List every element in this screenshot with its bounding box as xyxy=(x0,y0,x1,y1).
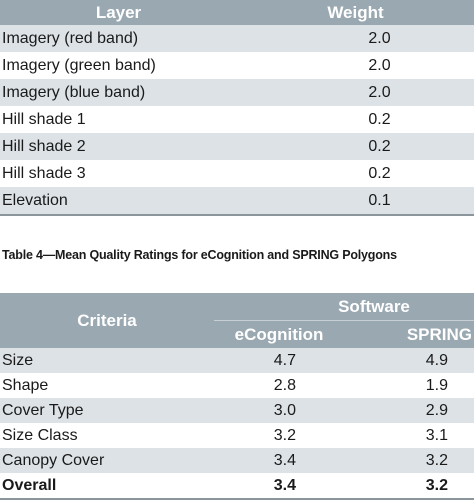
table-row: Imagery (green band) 2.0 xyxy=(0,52,474,79)
quality-ratings-table: Criteria Software eCognition SPRING Size… xyxy=(0,293,474,500)
layer-column-header: Layer xyxy=(0,0,237,25)
ecognition-cell: 4.7 xyxy=(214,348,344,373)
overall-label: Overall xyxy=(0,473,214,500)
spring-cell: 1.9 xyxy=(344,373,474,398)
ecognition-cell: 2.8 xyxy=(214,373,344,398)
criteria-cell: Size xyxy=(0,348,214,373)
table-row: Imagery (red band) 2.0 xyxy=(0,25,474,52)
overall-row: Overall 3.4 3.2 xyxy=(0,473,474,500)
table-row: Size Class 3.2 3.1 xyxy=(0,423,474,448)
overall-ecognition-value: 3.4 xyxy=(214,473,344,500)
table-caption: Table 4—Mean Quality Ratings for eCognit… xyxy=(2,248,397,262)
criteria-cell: Cover Type xyxy=(0,398,214,423)
layer-cell: Hill shade 2 xyxy=(0,133,237,160)
table-row: Hill shade 2 0.2 xyxy=(0,133,474,160)
ecognition-column-header: eCognition xyxy=(214,320,344,348)
weight-cell: 0.2 xyxy=(237,133,474,160)
table-row: Elevation 0.1 xyxy=(0,187,474,216)
weight-cell: 0.2 xyxy=(237,160,474,187)
spring-cell: 3.2 xyxy=(344,448,474,473)
table-row: Imagery (blue band) 2.0 xyxy=(0,79,474,106)
table-row: Shape 2.8 1.9 xyxy=(0,373,474,398)
criteria-column-header: Criteria xyxy=(0,293,214,348)
spring-cell: 3.1 xyxy=(344,423,474,448)
ecognition-cell: 3.0 xyxy=(214,398,344,423)
table-row: Hill shade 1 0.2 xyxy=(0,106,474,133)
table-row: Hill shade 3 0.2 xyxy=(0,160,474,187)
spring-cell: 2.9 xyxy=(344,398,474,423)
weight-cell: 2.0 xyxy=(237,79,474,106)
weight-cell: 2.0 xyxy=(237,52,474,79)
ecognition-cell: 3.2 xyxy=(214,423,344,448)
criteria-cell: Canopy Cover xyxy=(0,448,214,473)
table-header-row: Layer Weight xyxy=(0,0,474,25)
weight-cell: 2.0 xyxy=(237,25,474,52)
table-row: Cover Type 3.0 2.9 xyxy=(0,398,474,423)
software-group-header: Software xyxy=(214,293,474,321)
layer-cell: Elevation xyxy=(0,187,237,216)
layer-cell: Imagery (blue band) xyxy=(0,79,237,106)
table-header-row: Criteria Software xyxy=(0,293,474,348)
spring-cell: 4.9 xyxy=(344,348,474,373)
table-row: Canopy Cover 3.4 3.2 xyxy=(0,448,474,473)
ecognition-cell: 3.4 xyxy=(214,448,344,473)
layer-cell: Imagery (red band) xyxy=(0,25,237,52)
layer-cell: Imagery (green band) xyxy=(0,52,237,79)
criteria-cell: Size Class xyxy=(0,423,214,448)
table-row: Size 4.7 4.9 xyxy=(0,348,474,373)
weight-cell: 0.2 xyxy=(237,106,474,133)
overall-spring-value: 3.2 xyxy=(344,473,474,500)
criteria-cell: Shape xyxy=(0,373,214,398)
spring-column-header: SPRING xyxy=(344,320,474,348)
layer-weight-table: Layer Weight Imagery (red band) 2.0 Imag… xyxy=(0,0,474,216)
layer-cell: Hill shade 3 xyxy=(0,160,237,187)
table-subheader-row: eCognition SPRING xyxy=(0,320,474,348)
weight-column-header: Weight xyxy=(237,0,474,25)
layer-cell: Hill shade 1 xyxy=(0,106,237,133)
weight-cell: 0.1 xyxy=(237,187,474,216)
